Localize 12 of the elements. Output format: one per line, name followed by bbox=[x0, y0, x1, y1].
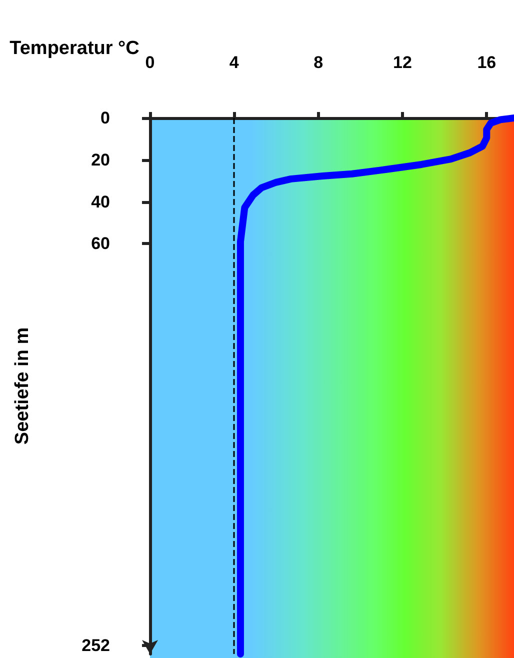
y-tick-label: 252 bbox=[82, 636, 110, 656]
x-axis-title: Temperatur °C bbox=[10, 38, 140, 59]
y-tick-label: 20 bbox=[91, 150, 110, 170]
x-tick-label: 16 bbox=[477, 53, 496, 72]
x-tick-label: 12 bbox=[393, 53, 412, 72]
y-axis-title: Seetiefe in m bbox=[12, 327, 33, 445]
x-tick-label: 4 bbox=[229, 53, 240, 72]
x-tick-label: 8 bbox=[314, 53, 324, 72]
x-tick-label: 0 bbox=[145, 53, 155, 72]
y-tick-label: 40 bbox=[91, 192, 110, 212]
y-tick-label: 60 bbox=[91, 234, 110, 254]
y-tick-label: 0 bbox=[100, 108, 110, 128]
